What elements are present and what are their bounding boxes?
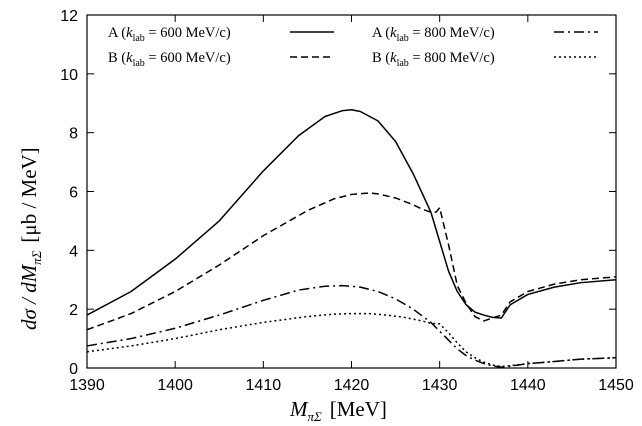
legend-label-suffix: = 600 MeV/c) — [145, 25, 231, 41]
legend-label-suffix: = 800 MeV/c) — [409, 25, 495, 41]
legend-label-suffix: = 800 MeV/c) — [409, 50, 495, 66]
y-axis-title-subscript: πΣ — [29, 250, 44, 265]
legend-entry-0: A (klab = 600 MeV/c) — [108, 25, 334, 44]
legend-label-prefix: B ( — [108, 50, 126, 66]
series-line-2 — [86, 284, 617, 368]
x-tick-label: 1450 — [598, 377, 634, 394]
legend: A (klab = 600 MeV/c)B (klab = 600 MeV/c)… — [108, 25, 598, 69]
legend-label-prefix: B ( — [372, 50, 390, 66]
legend-label-k: k — [126, 50, 133, 66]
y-tick-label: 6 — [69, 185, 78, 202]
legend-label-subscript: lab — [397, 33, 409, 44]
x-tick-label: 1420 — [334, 377, 370, 394]
x-tick-label: 1400 — [157, 377, 193, 394]
legend-label: A (klab = 800 MeV/c) — [372, 25, 495, 44]
series-line-0 — [86, 108, 617, 319]
legend-label-k: k — [390, 25, 397, 41]
legend-label-k: k — [126, 25, 133, 41]
y-axis-title: dσ / dMπΣ [μb / MeV] — [17, 147, 44, 330]
y-tick-label: 4 — [69, 243, 78, 260]
legend-label-subscript: lab — [133, 33, 145, 44]
x-axis-title-subscript: πΣ — [308, 409, 323, 424]
legend-label: B (klab = 600 MeV/c) — [108, 50, 231, 69]
y-tick-label: 12 — [60, 8, 78, 25]
y-tick-label: 8 — [69, 126, 78, 143]
legend-label-subscript: lab — [133, 58, 145, 69]
y-tick-label: 2 — [69, 302, 78, 319]
legend-label: B (klab = 800 MeV/c) — [372, 50, 495, 69]
legend-entry-1: B (klab = 600 MeV/c) — [108, 50, 334, 69]
axis-ticks — [86, 14, 617, 369]
legend-label-suffix: = 600 MeV/c) — [145, 50, 231, 66]
legend-label: A (klab = 600 MeV/c) — [108, 25, 231, 44]
y-axis-title-lead: dσ / dM — [17, 263, 41, 330]
x-axis-title: MπΣ [MeV] — [289, 397, 387, 424]
series-line-1 — [86, 192, 617, 331]
legend-label-prefix: A ( — [108, 25, 126, 41]
x-axis-title-main: M — [289, 397, 309, 421]
legend-entry-2: A (klab = 800 MeV/c) — [372, 25, 598, 44]
legend-label-prefix: A ( — [372, 25, 390, 41]
legend-entry-3: B (klab = 800 MeV/c) — [372, 50, 598, 69]
axis-tick-labels: 1390 1400 1410 1420 1430 1440 1450 0 2 4 6 8 10 12 — [60, 8, 634, 394]
x-tick-label: 1410 — [246, 377, 282, 394]
x-tick-label: 1390 — [69, 377, 105, 394]
y-tick-label: 0 — [69, 361, 78, 378]
x-tick-label: 1430 — [422, 377, 458, 394]
series-lines — [86, 108, 617, 368]
series-line-3 — [86, 312, 617, 368]
y-tick-label: 10 — [60, 67, 78, 84]
plot-area-frame — [86, 14, 617, 369]
x-tick-label: 1440 — [510, 377, 546, 394]
legend-label-k: k — [390, 50, 397, 66]
x-axis-title-unit: [MeV] — [330, 397, 387, 421]
legend-label-subscript: lab — [397, 58, 409, 69]
y-axis-title-unit: [μb / MeV] — [17, 147, 41, 242]
